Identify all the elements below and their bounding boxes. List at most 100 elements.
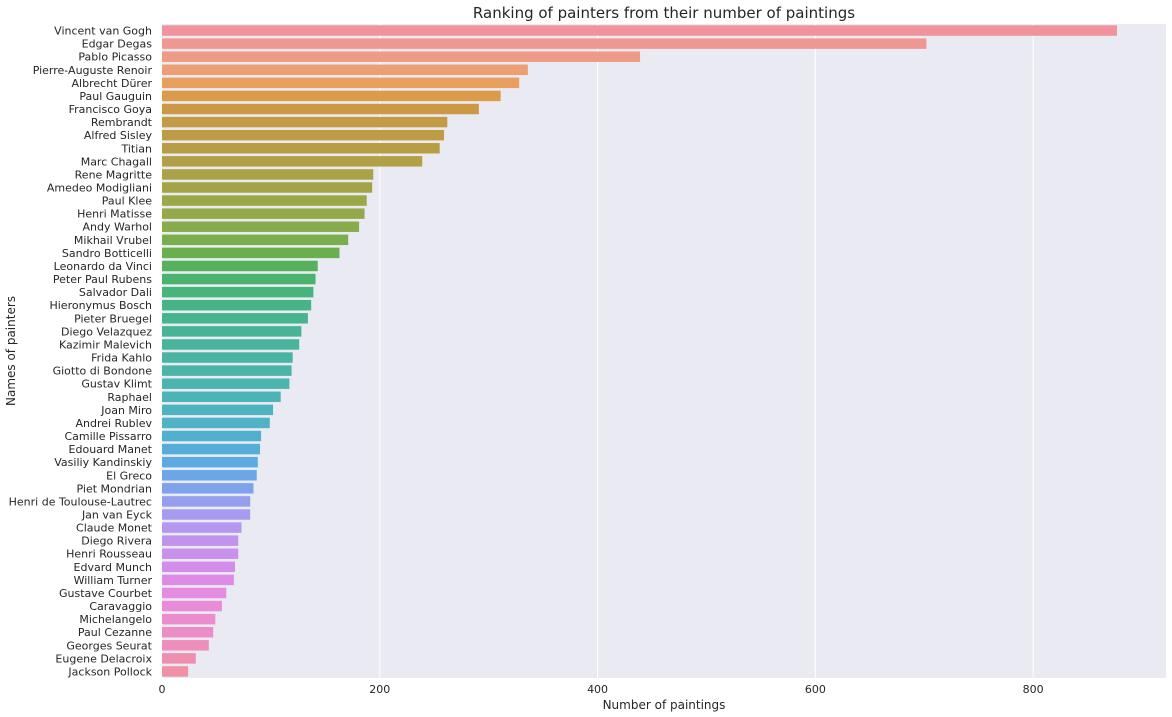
bar bbox=[162, 38, 927, 49]
y-tick-label: Edvard Munch bbox=[74, 561, 152, 574]
bar bbox=[162, 313, 308, 324]
y-tick-label: Rene Magritte bbox=[75, 168, 153, 181]
bar bbox=[162, 156, 423, 167]
bar bbox=[162, 234, 349, 246]
y-tick-label: Kazimir Malevich bbox=[59, 338, 152, 351]
y-tick-label: Claude Monet bbox=[76, 522, 153, 535]
x-tick-labels: 0 200 400 600 800 bbox=[159, 683, 1044, 696]
x-axis-title: Number of paintings bbox=[603, 698, 726, 712]
y-tick-label: Edgar Degas bbox=[82, 38, 153, 51]
y-tick-label: Giotto di Bondone bbox=[53, 365, 153, 378]
bar bbox=[162, 195, 367, 206]
y-tick-label: Raphael bbox=[107, 391, 152, 404]
bar bbox=[162, 221, 360, 232]
bar bbox=[162, 103, 479, 115]
bar bbox=[162, 77, 520, 89]
bar bbox=[162, 326, 302, 337]
y-tick-label: Vincent van Gogh bbox=[54, 25, 152, 38]
y-tick-label: Joan Miro bbox=[100, 404, 152, 417]
y-tick-label: Pieter Bruegel bbox=[74, 312, 152, 325]
bar bbox=[162, 64, 528, 76]
bar bbox=[162, 417, 270, 429]
x-tick-label: 800 bbox=[1023, 683, 1044, 696]
bar bbox=[162, 430, 262, 442]
chart-title: Ranking of painters from their number of… bbox=[473, 4, 855, 22]
y-tick-label: El Greco bbox=[106, 469, 152, 482]
bar bbox=[162, 365, 292, 376]
y-tick-label: Caravaggio bbox=[89, 600, 152, 613]
y-tick-label: Salvador Dali bbox=[79, 286, 152, 299]
bar bbox=[162, 169, 374, 180]
bar bbox=[162, 470, 257, 481]
bar bbox=[162, 378, 290, 389]
y-tick-label: Hieronymus Bosch bbox=[49, 299, 152, 312]
y-tick-label: Henri de Toulouse-Lautrec bbox=[9, 495, 152, 508]
y-tick-label: Frida Kahlo bbox=[91, 352, 152, 365]
y-tick-label: Paul Gauguin bbox=[79, 90, 152, 103]
bar bbox=[162, 626, 214, 638]
bar bbox=[162, 116, 448, 128]
bar bbox=[162, 273, 316, 285]
y-tick-label: Jan van Eyck bbox=[81, 509, 153, 522]
y-axis-title: Names of painters bbox=[4, 296, 18, 406]
y-tick-label: Piet Mondrian bbox=[77, 482, 153, 495]
y-tick-label: Camille Pissarro bbox=[64, 430, 152, 443]
bar bbox=[162, 535, 239, 546]
bar bbox=[162, 483, 254, 494]
y-tick-label: Gustav Klimt bbox=[81, 378, 152, 391]
bar bbox=[162, 247, 340, 259]
bar bbox=[162, 299, 312, 311]
bar bbox=[162, 443, 261, 455]
x-tick-label: 0 bbox=[159, 683, 166, 696]
y-tick-label: Eugene Delacroix bbox=[55, 652, 152, 665]
bar bbox=[162, 666, 189, 677]
bar bbox=[162, 640, 209, 651]
y-tick-label: Vasiliy Kandinskiy bbox=[54, 456, 152, 469]
bar bbox=[162, 182, 373, 193]
y-tick-label: Michelangelo bbox=[79, 613, 152, 626]
bar bbox=[162, 496, 251, 507]
y-tick-label: Georges Seurat bbox=[66, 639, 152, 652]
bars bbox=[162, 25, 1117, 677]
y-tick-label: Gustave Courbet bbox=[59, 587, 153, 600]
bar bbox=[162, 600, 222, 612]
bar bbox=[162, 90, 501, 102]
bar bbox=[162, 522, 242, 533]
bar bbox=[162, 653, 196, 664]
x-tick-label: 400 bbox=[587, 683, 608, 696]
bar bbox=[162, 286, 314, 298]
bar bbox=[162, 509, 251, 520]
y-tick-label: William Turner bbox=[74, 574, 153, 587]
bar bbox=[162, 129, 445, 141]
x-tick-label: 200 bbox=[369, 683, 390, 696]
y-tick-label: Pablo Picasso bbox=[78, 51, 152, 64]
bar bbox=[162, 574, 234, 586]
y-tick-label: Henri Matisse bbox=[77, 208, 152, 221]
bar bbox=[162, 51, 641, 62]
bar bbox=[162, 260, 318, 272]
y-tick-label: Diego Rivera bbox=[81, 535, 152, 548]
y-tick-label: Titian bbox=[120, 142, 152, 155]
y-tick-label: Jackson Pollock bbox=[67, 665, 152, 678]
y-tick-label: Peter Paul Rubens bbox=[53, 273, 152, 286]
bar bbox=[162, 391, 281, 403]
bar bbox=[162, 208, 365, 219]
y-tick-label: Paul Cezanne bbox=[78, 626, 152, 639]
y-tick-label: Marc Chagall bbox=[81, 155, 152, 168]
bar bbox=[162, 404, 274, 416]
bar bbox=[162, 561, 235, 573]
bar bbox=[162, 339, 300, 350]
y-tick-label: Alfred Sisley bbox=[84, 129, 153, 142]
bar bbox=[162, 143, 440, 154]
y-tick-label: Henri Rousseau bbox=[66, 548, 152, 561]
bar bbox=[162, 456, 258, 468]
y-tick-label: Andrei Rublev bbox=[75, 417, 152, 430]
bar bbox=[162, 548, 239, 559]
x-tick-label: 600 bbox=[805, 683, 826, 696]
bar bbox=[162, 587, 227, 599]
y-tick-label: Pierre-Auguste Renoir bbox=[33, 64, 153, 77]
y-tick-label: Francisco Goya bbox=[69, 103, 152, 116]
y-tick-label: Sandro Botticelli bbox=[62, 247, 152, 260]
y-tick-label: Rembrandt bbox=[91, 116, 153, 129]
